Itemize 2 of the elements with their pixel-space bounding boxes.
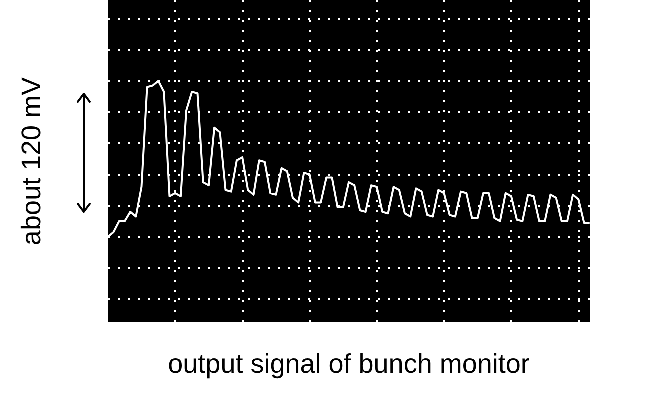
y-axis-title: about 120 mV — [16, 77, 46, 246]
text: output signal of bunch monitor — [168, 349, 530, 379]
